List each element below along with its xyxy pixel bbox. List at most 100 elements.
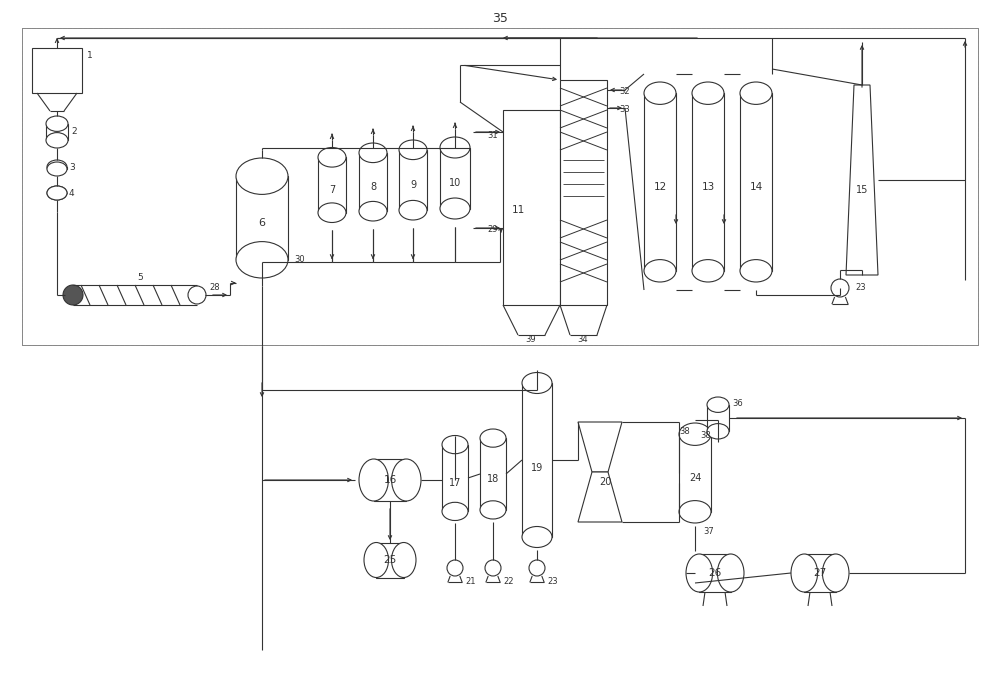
Text: 1: 1: [87, 52, 93, 60]
Bar: [522, 383, 552, 537]
Bar: [560, 80, 607, 305]
Ellipse shape: [740, 260, 772, 282]
Ellipse shape: [480, 429, 506, 447]
Text: 23: 23: [855, 283, 866, 292]
Bar: [236, 176, 288, 260]
Bar: [318, 157, 346, 213]
Ellipse shape: [447, 560, 463, 576]
Bar: [644, 93, 676, 271]
Text: 19: 19: [531, 463, 543, 473]
Ellipse shape: [692, 260, 724, 282]
Ellipse shape: [63, 285, 83, 305]
Text: 26: 26: [708, 568, 722, 578]
Ellipse shape: [440, 198, 470, 219]
Bar: [22, 28, 978, 345]
Ellipse shape: [399, 140, 427, 159]
Text: 32: 32: [619, 87, 630, 96]
Text: 2: 2: [71, 127, 77, 136]
Bar: [804, 554, 836, 592]
Ellipse shape: [791, 554, 818, 592]
Bar: [480, 438, 506, 510]
Ellipse shape: [707, 397, 729, 412]
Text: 4: 4: [69, 188, 75, 197]
Text: 23: 23: [547, 578, 558, 586]
Ellipse shape: [529, 560, 545, 576]
Ellipse shape: [46, 116, 68, 132]
Ellipse shape: [318, 203, 346, 222]
Text: 14: 14: [749, 182, 763, 192]
Bar: [679, 434, 711, 512]
Bar: [374, 459, 406, 501]
Text: 21: 21: [465, 578, 476, 586]
Bar: [503, 110, 560, 305]
Ellipse shape: [679, 500, 711, 523]
Bar: [740, 93, 772, 271]
Ellipse shape: [740, 82, 772, 104]
Text: 13: 13: [701, 182, 715, 192]
Ellipse shape: [359, 143, 387, 163]
Ellipse shape: [442, 435, 468, 454]
Text: 30: 30: [294, 256, 305, 264]
Text: 37: 37: [703, 527, 714, 536]
Text: 17: 17: [449, 478, 461, 488]
Ellipse shape: [359, 459, 388, 501]
Ellipse shape: [644, 82, 676, 104]
Ellipse shape: [188, 286, 206, 304]
Ellipse shape: [236, 241, 288, 278]
Ellipse shape: [47, 186, 67, 200]
Bar: [442, 445, 468, 511]
Bar: [699, 554, 731, 592]
Text: 35: 35: [492, 12, 508, 24]
Text: 28: 28: [210, 283, 220, 292]
Ellipse shape: [686, 554, 713, 592]
Ellipse shape: [480, 501, 506, 519]
Text: 6: 6: [258, 218, 266, 228]
Ellipse shape: [47, 162, 67, 176]
Text: 38: 38: [679, 426, 690, 435]
Bar: [359, 153, 387, 212]
Text: 27: 27: [813, 568, 827, 578]
Text: 25: 25: [383, 555, 397, 565]
Ellipse shape: [644, 260, 676, 282]
Text: 8: 8: [370, 182, 376, 192]
Polygon shape: [578, 472, 622, 522]
Ellipse shape: [679, 423, 711, 445]
Bar: [440, 148, 470, 209]
Ellipse shape: [717, 554, 744, 592]
Bar: [22, 28, 978, 345]
Bar: [46, 123, 68, 140]
Text: 10: 10: [449, 178, 461, 188]
Bar: [47, 167, 67, 169]
Text: 11: 11: [511, 205, 525, 215]
Polygon shape: [578, 422, 622, 472]
Ellipse shape: [359, 201, 387, 221]
Bar: [399, 150, 427, 210]
Ellipse shape: [318, 148, 346, 167]
Ellipse shape: [442, 502, 468, 521]
Bar: [376, 542, 404, 578]
Text: 22: 22: [503, 578, 514, 586]
Bar: [692, 93, 724, 271]
Ellipse shape: [440, 137, 470, 158]
Text: 18: 18: [487, 474, 499, 484]
Ellipse shape: [485, 560, 501, 576]
Text: 12: 12: [653, 182, 667, 192]
Text: 33: 33: [619, 106, 630, 115]
Bar: [32, 48, 82, 93]
Text: 24: 24: [689, 473, 701, 483]
Text: 36: 36: [732, 399, 743, 407]
Ellipse shape: [236, 158, 288, 195]
Text: 39: 39: [526, 336, 536, 344]
Text: 38: 38: [700, 431, 711, 439]
Ellipse shape: [522, 372, 552, 393]
Bar: [707, 405, 729, 431]
Text: 31: 31: [487, 130, 498, 140]
Text: 3: 3: [69, 163, 75, 172]
Ellipse shape: [399, 201, 427, 220]
Ellipse shape: [707, 424, 729, 439]
Text: 29: 29: [488, 226, 498, 235]
Ellipse shape: [822, 554, 849, 592]
Text: 7: 7: [329, 185, 335, 195]
Ellipse shape: [364, 542, 388, 578]
Text: 5: 5: [137, 273, 143, 281]
